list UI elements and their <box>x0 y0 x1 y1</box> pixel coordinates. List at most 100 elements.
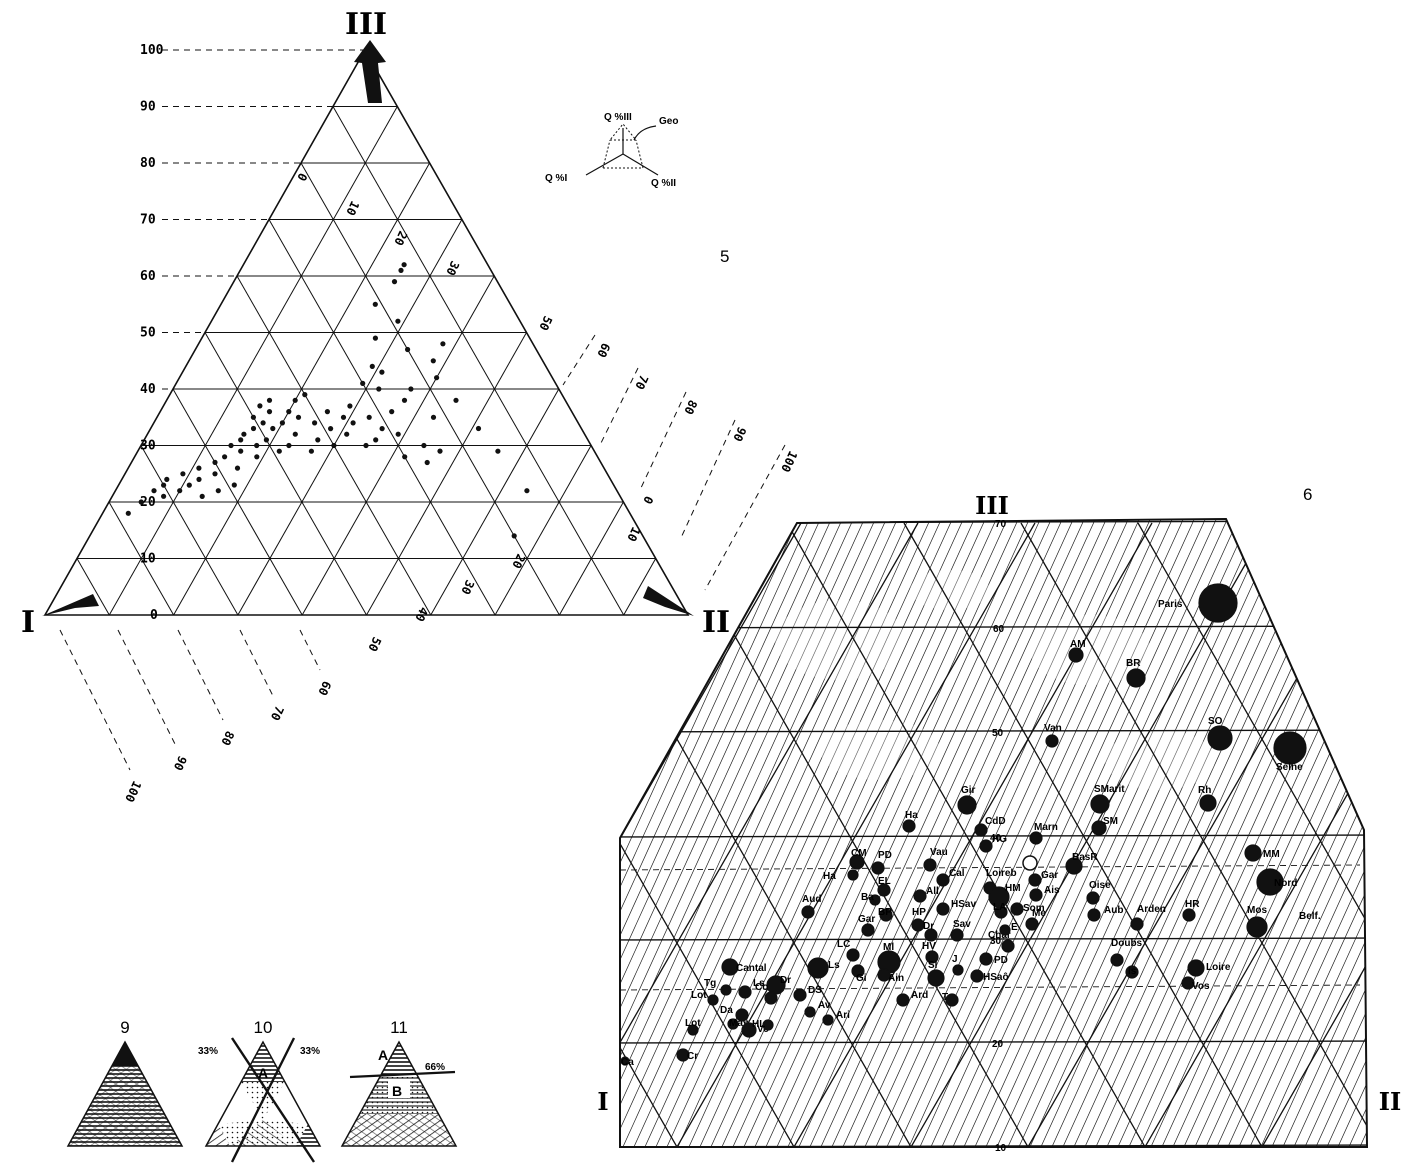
zoom-point-label: Co <box>755 982 768 993</box>
data-point <box>475 425 482 432</box>
hatch-line <box>620 519 764 1147</box>
data-point <box>196 465 202 471</box>
zoom-tick-label: 60 <box>993 624 1005 635</box>
hatch-line <box>188 500 488 1160</box>
grid-line-i <box>332 106 625 616</box>
zoom-point <box>1198 583 1238 623</box>
data-point <box>495 448 501 454</box>
hatch-line <box>620 519 819 1147</box>
hatch-line <box>1122 519 1367 1147</box>
hatch-line <box>620 519 830 1147</box>
data-point <box>279 420 285 426</box>
hatch-line <box>990 519 1292 1147</box>
hatch-line <box>1276 519 1367 1147</box>
data-point <box>257 403 263 409</box>
zoom-point-open <box>1022 855 1038 871</box>
zoom-point-label: Char <box>988 930 1011 941</box>
zoom-tick-label: 20 <box>992 1039 1004 1050</box>
grid-line-i <box>76 558 110 616</box>
data-point <box>440 341 446 347</box>
hatch-line <box>1243 519 1367 1147</box>
zoom-point <box>861 923 875 937</box>
zoom-point <box>936 902 950 916</box>
zoom-point-label: Paris <box>1158 599 1183 610</box>
zoom-point-label: All <box>926 886 939 897</box>
leader-i <box>177 629 224 721</box>
hatch-line <box>902 519 1204 1147</box>
grid-line-ii <box>430 388 560 616</box>
tick-label-ii: 80 <box>681 398 700 417</box>
zoom-point <box>1045 734 1059 748</box>
grid-line-i <box>268 219 496 616</box>
data-point <box>177 488 183 494</box>
tick-label-i: 100 <box>122 779 144 805</box>
zoom-point <box>1199 794 1217 812</box>
zoom-point-label: Aub <box>1104 905 1123 916</box>
zoom-point <box>720 984 732 996</box>
zoom-point <box>1187 959 1205 977</box>
legend-geo: Geo <box>659 116 678 127</box>
hatch-line <box>620 519 907 1147</box>
arrow-up-icon <box>354 40 386 103</box>
ternary-tick-leaders <box>59 49 786 771</box>
tick-label-iii: 0 <box>150 608 158 623</box>
hatch-line <box>620 519 918 1147</box>
hatch-line <box>620 519 896 1147</box>
geo-legend: Q %III Q %I Q %II Geo <box>545 112 678 189</box>
zoom-point <box>974 823 988 837</box>
leader-ii <box>679 419 736 541</box>
leader-i <box>59 629 131 771</box>
data-point <box>344 431 350 437</box>
tick-label-inner: 20 <box>391 229 410 248</box>
grid-line-ii <box>620 522 912 1147</box>
zoom-point-label: Gi <box>856 973 867 984</box>
data-point <box>511 533 517 539</box>
zoom-point <box>807 957 829 979</box>
grid-line-ii <box>108 106 398 616</box>
hatch-line <box>620 519 885 1147</box>
hatch-line <box>1221 519 1367 1147</box>
zoom-point-label: Belf. <box>1299 911 1321 922</box>
zoom-point-label: HG <box>992 834 1007 845</box>
hatch-line <box>1199 519 1367 1147</box>
tick-label-ii: 60 <box>594 341 613 360</box>
hatch-line <box>199 500 499 1160</box>
zoom-point <box>676 1048 690 1062</box>
zoom-point-label: Gar <box>858 914 875 925</box>
data-point <box>199 493 205 499</box>
zoom-point <box>877 883 891 897</box>
zoom-point-label: Gar <box>1041 870 1058 881</box>
legend-q2: Q %II <box>651 178 676 189</box>
zoom-point-label: Sav <box>953 919 971 930</box>
hatch-line <box>847 519 1149 1147</box>
hatch-line <box>1331 519 1367 1147</box>
tick-label-iii: 70 <box>140 213 156 228</box>
zoom-point <box>801 905 815 919</box>
zoom-point <box>925 950 939 964</box>
zoom-point-label: Lot <box>691 990 707 1001</box>
data-point <box>391 279 398 285</box>
hatch-line <box>715 519 1017 1147</box>
hatch-line <box>620 519 687 1147</box>
fig11-label-a: A <box>378 1047 388 1063</box>
hatch-line <box>737 519 1039 1147</box>
hatch-line <box>770 519 1072 1147</box>
data-point <box>308 448 314 454</box>
tick-label-ii: 10 <box>624 525 643 544</box>
zoom-point-label: HM <box>1005 883 1021 894</box>
corner-label-III: III <box>345 7 387 42</box>
data-point <box>263 437 269 443</box>
zoom-point <box>804 1006 816 1018</box>
zoom-point-label: Ls <box>828 960 840 971</box>
zoom-point-label: HSaô <box>983 972 1009 983</box>
data-point <box>389 409 395 415</box>
hatch-line <box>1166 519 1367 1147</box>
grid-line-ii <box>1137 522 1367 1147</box>
zoom-point-label: Aud <box>802 894 821 905</box>
zoom-point <box>1068 647 1084 663</box>
hatch-line <box>166 500 466 1160</box>
grid-line-ii <box>903 522 1263 1147</box>
tick-label-ii: 0 <box>640 494 656 506</box>
zoom-point-label: Som <box>1023 903 1045 914</box>
zoom-point-label: Dr <box>923 921 934 932</box>
